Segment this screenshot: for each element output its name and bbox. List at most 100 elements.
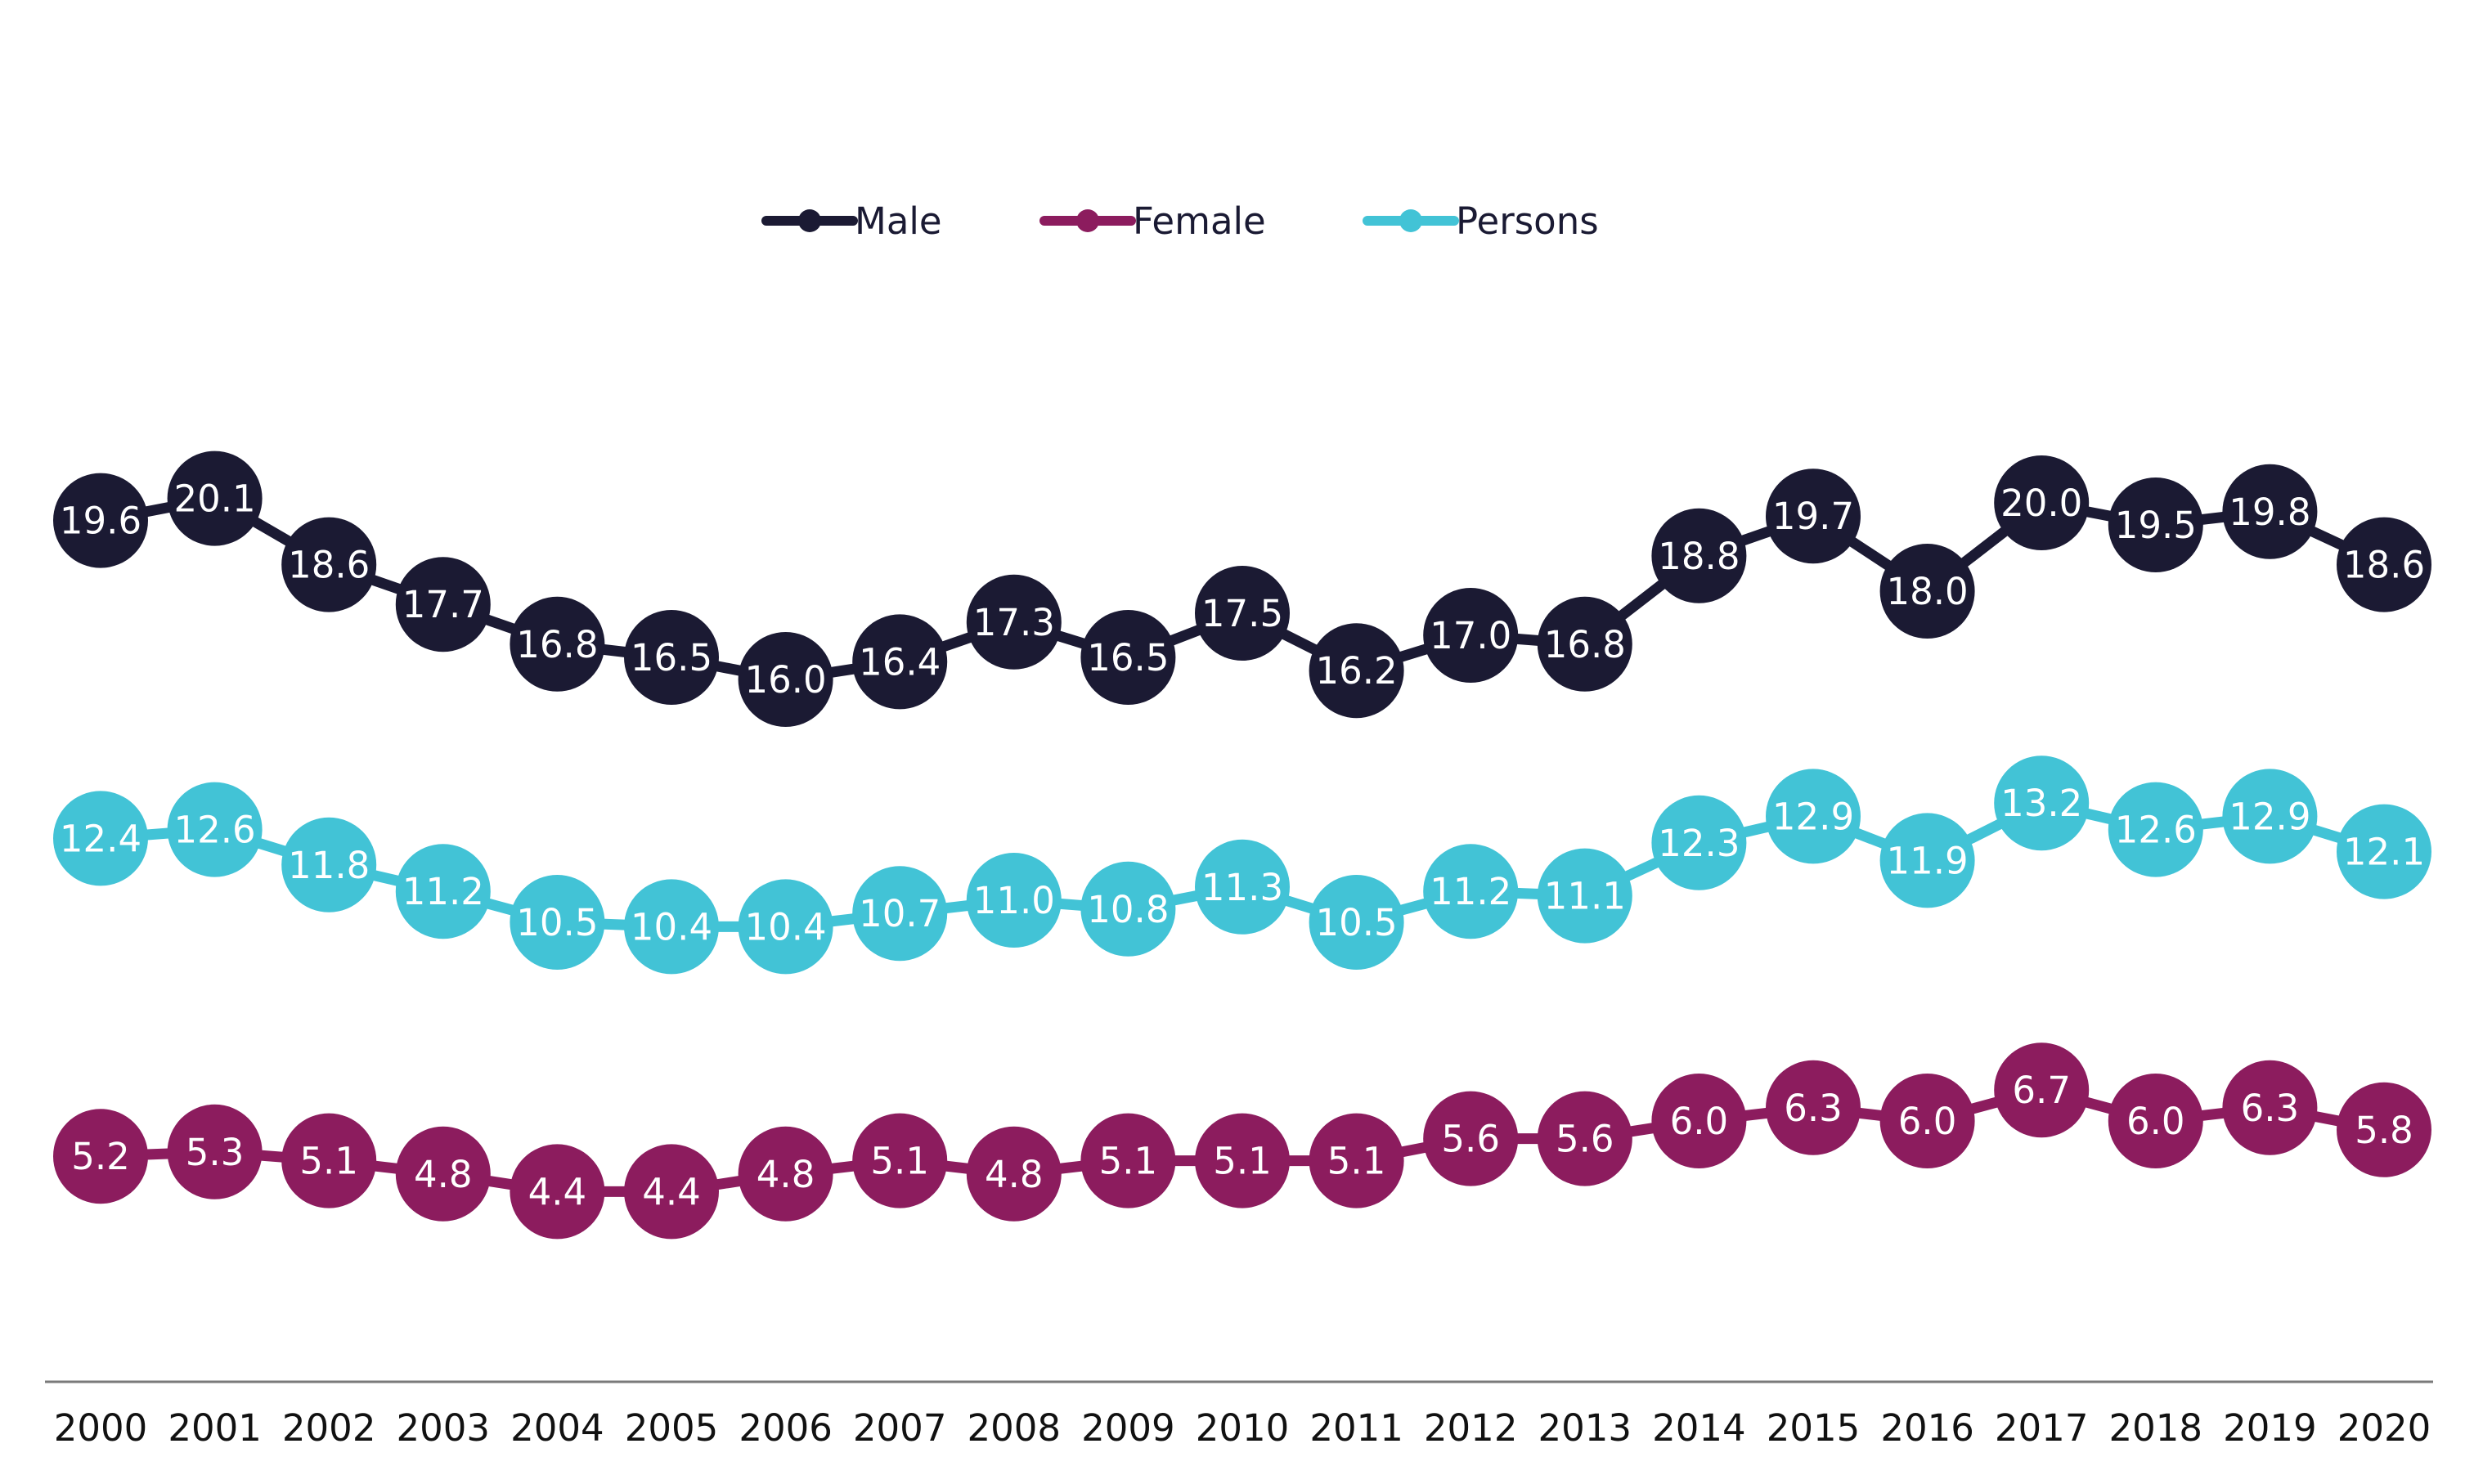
data-label: 11.8 — [288, 844, 370, 887]
x-tick-label: 2007 — [853, 1406, 947, 1450]
x-tick-label: 2019 — [2223, 1406, 2317, 1450]
data-label: 5.6 — [1441, 1118, 1500, 1161]
data-point — [281, 517, 377, 612]
data-point — [1195, 1113, 1290, 1208]
data-point — [53, 473, 148, 568]
x-tick-label: 2014 — [1652, 1406, 1746, 1450]
x-tick-label: 2008 — [968, 1406, 1062, 1450]
data-label: 16.5 — [1087, 636, 1169, 679]
data-point — [395, 557, 491, 652]
data-point — [2108, 782, 2203, 877]
data-label: 10.4 — [744, 905, 826, 948]
x-tick-label: 2016 — [1880, 1406, 1974, 1450]
x-tick-label: 2017 — [1995, 1406, 2089, 1450]
data-label: 16.5 — [631, 636, 712, 679]
data-point — [966, 1126, 1062, 1222]
data-point — [2222, 1060, 2318, 1155]
data-point — [510, 875, 605, 970]
data-point — [1994, 1042, 2090, 1138]
data-point — [1766, 1060, 1861, 1155]
data-label: 17.7 — [402, 583, 484, 626]
data-point — [2108, 477, 2203, 572]
legend-item-male: Male — [761, 200, 942, 243]
data-label: 19.5 — [2115, 504, 2197, 547]
data-label: 6.0 — [1670, 1100, 1729, 1143]
data-point — [1651, 795, 1747, 890]
series-persons: 12.4 12.6 11.8 11.2 10.5 10.4 10.4 10.7 11.0 10.8… — [53, 755, 2431, 975]
data-point — [624, 879, 719, 975]
data-label: 5.1 — [299, 1140, 358, 1183]
data-point — [2108, 1074, 2203, 1168]
legend-label: Persons — [1456, 200, 1599, 243]
x-axis-ticks: 2000 2001 2002 2003 2004 2005 2006 2007 2008 2009… — [54, 1406, 2431, 1450]
data-label: 4.8 — [757, 1153, 815, 1196]
data-label: 5.1 — [1099, 1140, 1158, 1183]
data-point — [738, 632, 833, 727]
data-point — [167, 1104, 263, 1199]
x-tick-label: 2013 — [1538, 1406, 1632, 1450]
data-label: 16.2 — [1315, 649, 1397, 693]
data-label: 17.0 — [1430, 614, 1511, 657]
data-label: 5.3 — [186, 1131, 245, 1174]
data-label: 6.3 — [1784, 1087, 1843, 1130]
data-label: 11.2 — [402, 870, 484, 913]
data-point — [852, 866, 948, 962]
data-label: 5.2 — [71, 1135, 130, 1178]
x-tick-label: 2003 — [397, 1406, 491, 1450]
data-point — [1537, 1091, 1632, 1186]
data-label: 11.0 — [973, 879, 1055, 922]
x-tick-label: 2012 — [1424, 1406, 1518, 1450]
x-tick-label: 2000 — [54, 1406, 148, 1450]
data-point — [2222, 464, 2318, 559]
data-point — [1080, 1113, 1176, 1208]
data-point — [167, 782, 263, 877]
x-tick-label: 2010 — [1196, 1406, 1290, 1450]
data-label: 5.6 — [1556, 1118, 1614, 1161]
data-point — [510, 596, 605, 692]
data-label: 12.3 — [1658, 822, 1740, 865]
data-point — [1423, 1091, 1519, 1186]
data-label: 11.3 — [1201, 866, 1283, 909]
data-label: 19.8 — [2229, 491, 2310, 534]
data-point — [966, 574, 1062, 670]
x-tick-label: 2015 — [1767, 1406, 1861, 1450]
data-label: 11.2 — [1430, 870, 1511, 913]
x-tick-label: 2001 — [168, 1406, 262, 1450]
data-point — [1195, 566, 1290, 661]
data-label: 5.1 — [1327, 1140, 1386, 1183]
data-label: 12.4 — [60, 817, 141, 860]
x-tick-label: 2004 — [510, 1406, 604, 1450]
series-male: 19.6 20.1 18.6 17.7 16.8 16.5 16.0 16.4 17.3 16.5… — [53, 451, 2431, 727]
x-tick-label: 2011 — [1309, 1406, 1403, 1450]
data-label: 20.0 — [2000, 482, 2082, 525]
data-point — [395, 1126, 491, 1222]
data-point — [1080, 610, 1176, 705]
data-point — [2337, 517, 2431, 612]
data-label: 12.1 — [2343, 831, 2425, 874]
data-point — [53, 1109, 148, 1204]
data-point — [1879, 813, 1975, 908]
data-point — [1994, 755, 2090, 851]
legend-marker — [1399, 209, 1422, 232]
data-point — [1994, 455, 2090, 550]
data-point — [1651, 508, 1747, 603]
data-label: 11.1 — [1544, 875, 1626, 918]
data-label: 19.6 — [60, 500, 141, 543]
series-layer: 19.6 20.1 18.6 17.7 16.8 16.5 16.0 16.4 17.3 16.5… — [53, 451, 2431, 1240]
data-point — [1195, 839, 1290, 935]
data-point — [624, 1144, 719, 1240]
x-tick-label: 2020 — [2337, 1406, 2431, 1450]
x-tick-label: 2018 — [2109, 1406, 2203, 1450]
data-label: 16.4 — [859, 640, 941, 684]
data-label: 4.4 — [528, 1170, 587, 1213]
data-point — [852, 1113, 948, 1208]
data-label: 4.4 — [642, 1170, 701, 1213]
data-label: 10.5 — [1315, 901, 1397, 944]
data-point — [2337, 1082, 2431, 1177]
data-point — [2222, 769, 2318, 864]
legend-item-persons: Persons — [1363, 200, 1599, 243]
data-point — [1309, 623, 1404, 719]
data-label: 19.7 — [1772, 495, 1854, 538]
data-label: 10.5 — [516, 901, 598, 944]
